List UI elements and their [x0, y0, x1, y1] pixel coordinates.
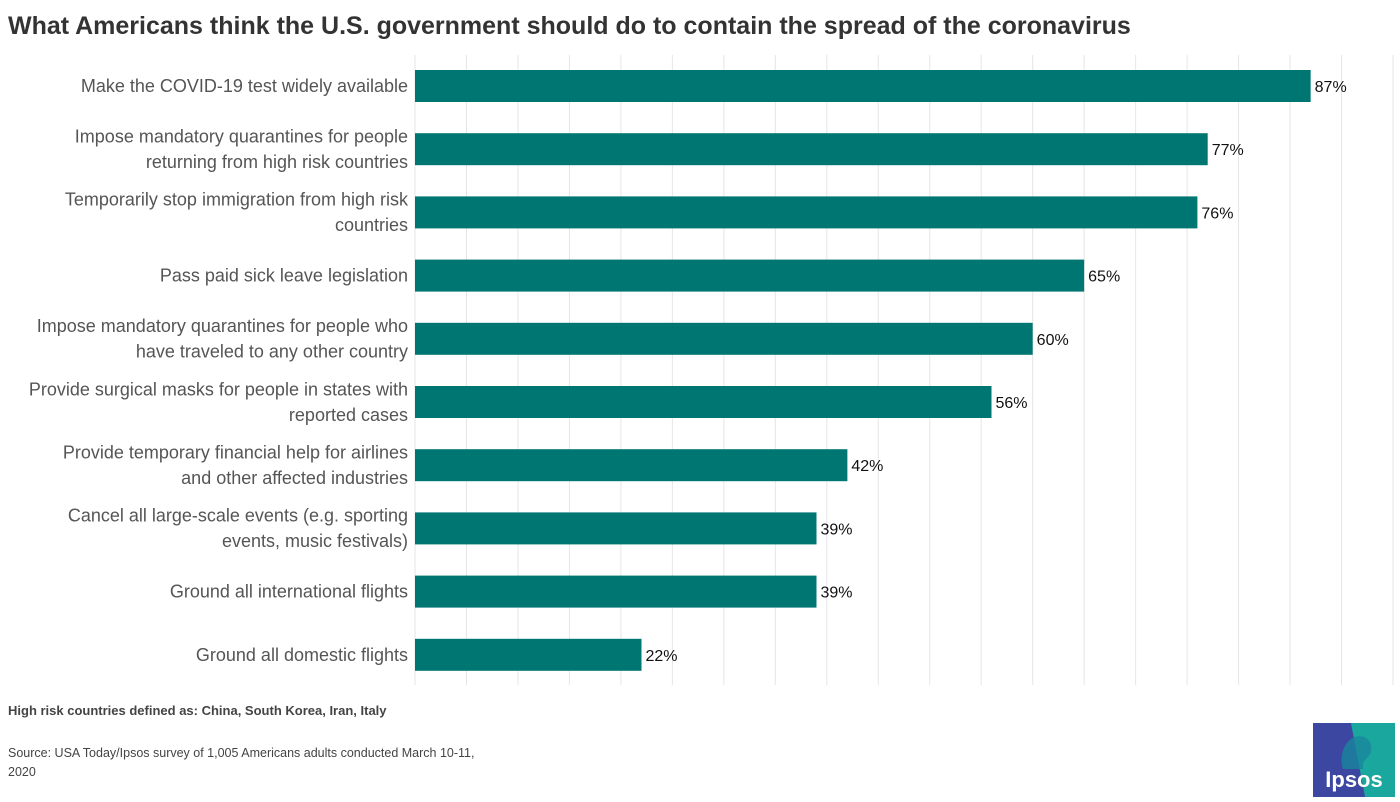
category-label: Cancel all large-scale events (e.g. spor… [68, 506, 408, 552]
footnote: High risk countries defined as: China, S… [8, 703, 387, 718]
data-label: 42% [851, 458, 883, 475]
bar [415, 259, 1085, 292]
source-note: Source: USA Today/Ipsos survey of 1,005 … [8, 746, 475, 779]
ipsos-logo-graphic [1313, 723, 1395, 797]
category-labels: Make the COVID-19 test widely available I… [29, 76, 409, 665]
category-label: Impose mandatory quarantines for people … [37, 316, 408, 362]
bar [415, 449, 848, 482]
category-label: Provide temporary financial help for air… [63, 442, 408, 488]
category-label: Temporarily stop immigration from high r… [65, 190, 409, 236]
category-label: Ground all domestic flights [196, 645, 408, 665]
category-label: Make the COVID-19 test widely available [81, 76, 408, 96]
value-labels: 87% 77% 76% 65% 60% 56% 42% 39% 39% 22% [645, 79, 1346, 665]
data-label: 76% [1201, 205, 1233, 222]
data-label: 87% [1315, 79, 1347, 96]
bars [415, 70, 1311, 671]
data-label: 22% [645, 648, 677, 665]
data-label: 56% [996, 395, 1028, 412]
chart-title: What Americans think the U.S. government… [8, 12, 1131, 40]
category-label: Provide surgical masks for people in sta… [29, 379, 408, 425]
data-label: 65% [1088, 269, 1120, 286]
category-label: Impose mandatory quarantines for people r… [75, 126, 408, 172]
bar [415, 386, 992, 418]
category-label: Ground all international flights [170, 582, 408, 602]
bar [415, 638, 642, 671]
ipsos-logo: Ipsos [1313, 723, 1395, 797]
bar [415, 575, 817, 608]
bar [415, 196, 1198, 229]
bar [415, 70, 1311, 102]
data-label: 39% [820, 585, 852, 602]
category-label: Pass paid sick leave legislation [160, 266, 408, 286]
data-label: 39% [820, 521, 852, 538]
logo-text: Ipsos [1325, 767, 1383, 792]
bar-chart: Make the COVID-19 test widely available I… [29, 55, 1394, 685]
bar [415, 512, 817, 545]
data-label: 77% [1212, 142, 1244, 159]
data-label: 60% [1037, 332, 1069, 349]
bar [415, 133, 1208, 166]
bar [415, 322, 1033, 355]
